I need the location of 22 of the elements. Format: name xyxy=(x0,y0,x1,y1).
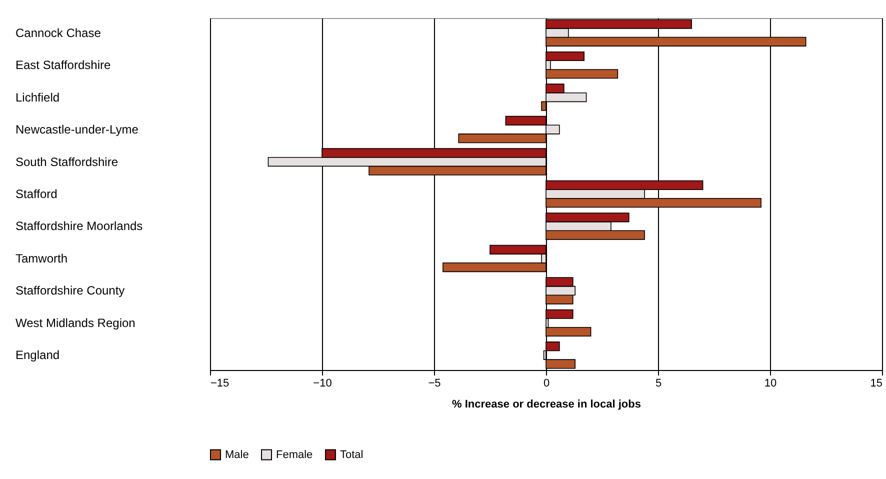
x-tick-label: −10 xyxy=(313,378,332,390)
y-tick-label: West Midlands Region xyxy=(16,316,136,330)
x-tick-label: 0 xyxy=(543,378,550,390)
legend-label: Total xyxy=(340,448,364,461)
x-tick-label: 5 xyxy=(655,378,662,390)
y-tick-label: East Staffordshire xyxy=(16,58,111,72)
legend-label: Male xyxy=(225,448,249,461)
y-tick-label: England xyxy=(16,348,60,362)
y-tick-label: Lichfield xyxy=(16,90,60,104)
x-tick-label: −15 xyxy=(210,378,230,390)
x-tick-label: 10 xyxy=(764,378,777,390)
y-tick-label: Staffordshire Moorlands xyxy=(16,219,143,234)
y-tick-label: Cannock Chase xyxy=(16,26,102,40)
y-tick-label: Stafford xyxy=(16,187,58,201)
y-tick-label: Tamworth xyxy=(16,251,68,266)
y-tick-label: Newcastle-under-Lyme xyxy=(16,122,139,137)
x-tick-label: 15 xyxy=(870,378,882,390)
y-tick-label: Staffordshire County xyxy=(16,284,125,298)
y-tick-label: South Staffordshire xyxy=(16,154,118,169)
legend-label: Female xyxy=(276,448,313,461)
x-axis-title: % Increase or decrease in local jobs xyxy=(452,398,641,410)
x-tick-label: −5 xyxy=(428,378,441,390)
